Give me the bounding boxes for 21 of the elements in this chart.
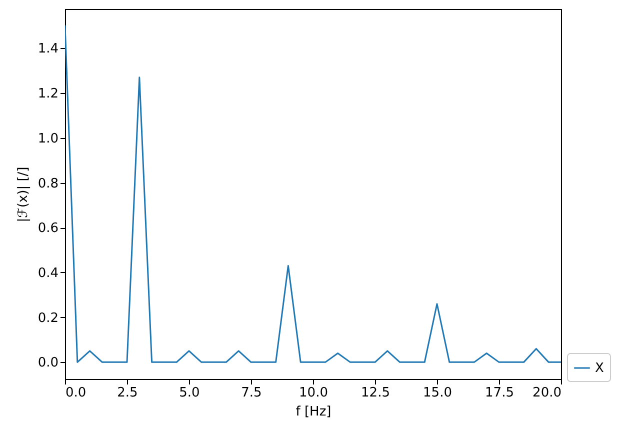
legend-label: X (595, 361, 604, 376)
y-tick-label: 0.6 (38, 221, 58, 236)
y-axis-title: |ℱ(x)| [/] (16, 166, 31, 222)
y-tick-label: 1.0 (38, 131, 58, 146)
x-tick-label: 15.0 (423, 386, 452, 400)
x-tick-label: 20.0 (532, 386, 562, 400)
x-tick-label: 2.5 (117, 386, 138, 400)
x-tick-label: 5.0 (179, 386, 200, 400)
y-tick-label: 0.8 (38, 176, 58, 192)
x-axis-title: f [Hz] (296, 404, 332, 420)
x-tick-label: 7.5 (241, 386, 262, 400)
y-tick-label: 0.0 (38, 356, 58, 371)
x-tick-label: 0.0 (66, 386, 86, 400)
y-tick-label: 0.4 (38, 266, 58, 281)
line-series (65, 25, 561, 363)
y-tick-label: 0.2 (38, 310, 58, 326)
x-tick-label: 12.5 (361, 386, 390, 400)
y-tick-label: 1.4 (38, 42, 58, 57)
x-tick-label: 17.5 (485, 386, 514, 400)
x-tick-label: 10.0 (299, 386, 328, 400)
y-tick-label: 1.2 (38, 86, 58, 102)
